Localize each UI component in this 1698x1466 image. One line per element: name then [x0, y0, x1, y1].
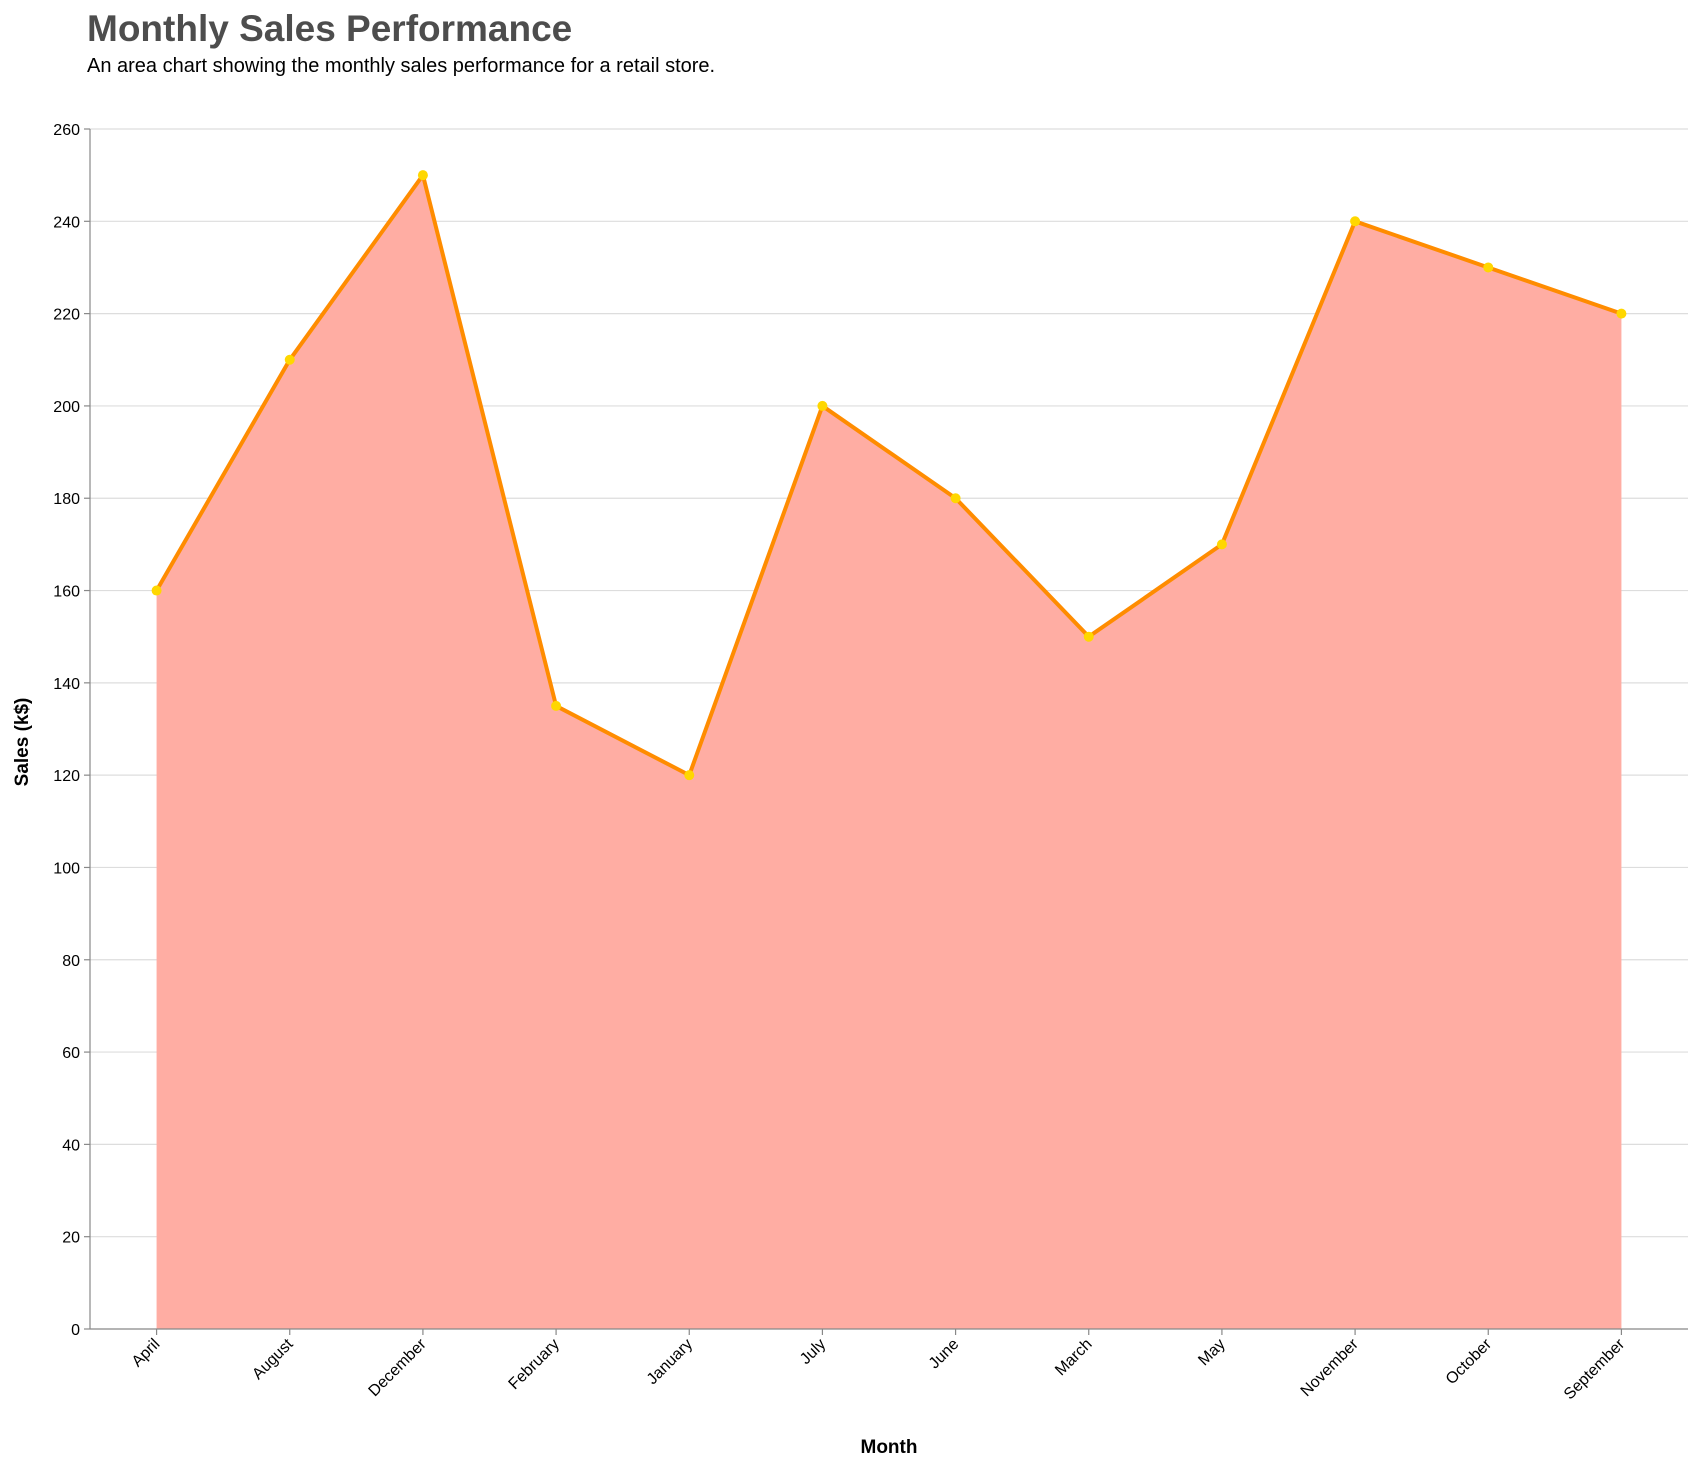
x-tick-label: August [249, 1335, 297, 1383]
data-point-october [1483, 262, 1494, 273]
x-tick-label: January [644, 1336, 696, 1388]
x-tick-label: May [1195, 1336, 1228, 1369]
x-tick-label: February [506, 1336, 563, 1393]
sales-line [154, 173, 1624, 778]
line-layer [154, 173, 1624, 778]
data-point-march [1083, 631, 1094, 642]
y-tick-label: 140 [53, 676, 80, 693]
chart-subtitle: An area chart showing the monthly sales … [87, 55, 715, 77]
y-tick-label: 200 [53, 399, 80, 416]
y-tick-label: 40 [62, 1137, 80, 1154]
y-tick-label: 120 [53, 768, 80, 785]
y-axis-title: Sales (k$) [12, 698, 33, 787]
y-tick-label: 260 [53, 122, 80, 139]
y-tick-label: 60 [62, 1045, 80, 1062]
x-tick-label: June [926, 1336, 963, 1373]
x-tick-label: November [1298, 1335, 1363, 1400]
y-tick-label: 100 [53, 860, 80, 877]
sales-area [156, 175, 1622, 1330]
y-tick-label: 20 [62, 1230, 80, 1247]
x-axis-title: Month [861, 1437, 918, 1458]
y-tick-label: 180 [53, 491, 80, 508]
y-tick-label: 240 [53, 214, 80, 231]
data-point-february [551, 700, 562, 711]
data-point-june [950, 493, 961, 504]
x-tick-label: September [1561, 1335, 1629, 1403]
x-tick-label: December [366, 1335, 431, 1400]
data-point-may [1216, 539, 1227, 550]
y-tick-label: 80 [62, 953, 80, 970]
y-tick-label: 0 [71, 1322, 80, 1339]
y-tick-label: 160 [53, 584, 80, 601]
x-tick-label: October [1443, 1335, 1496, 1388]
area-layer [156, 175, 1622, 1330]
data-point-january [684, 770, 695, 781]
data-point-august [284, 354, 295, 365]
data-point-december [417, 170, 428, 181]
x-tick-label: April [129, 1336, 164, 1371]
point-layer [151, 170, 1627, 781]
data-point-april [151, 585, 162, 596]
x-tick-label: March [1052, 1336, 1095, 1379]
x-tick-label: July [797, 1336, 829, 1368]
y-tick-label: 220 [53, 307, 80, 324]
chart-title: Monthly Sales Performance [87, 8, 572, 49]
data-point-july [817, 400, 828, 411]
data-point-november [1350, 216, 1361, 227]
data-point-september [1616, 308, 1627, 319]
